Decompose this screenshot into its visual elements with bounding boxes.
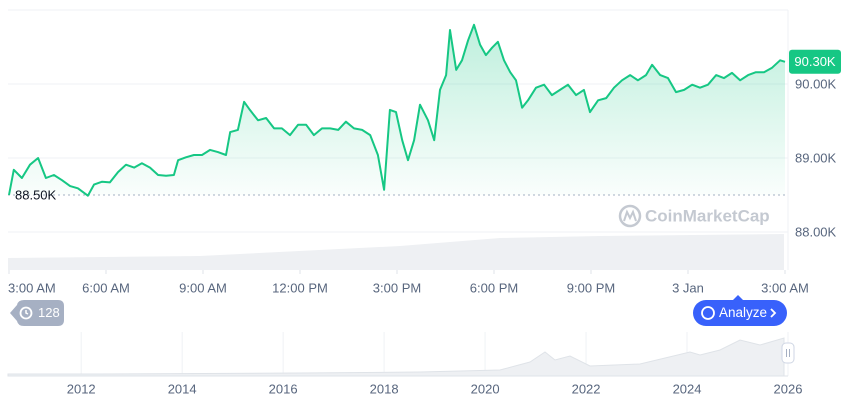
x-tick-label: 12:00 PM: [272, 280, 328, 295]
navigator-tick-label: 2018: [370, 381, 399, 396]
x-tick-label: 3:00 AM: [8, 280, 56, 295]
navigator-tick-label: 2014: [168, 381, 197, 396]
current-price-tag: [789, 49, 841, 74]
line-area: [9, 24, 785, 196]
volume-strip: [8, 234, 784, 270]
plot: [8, 23, 788, 197]
current-price-label: 90.30K: [794, 54, 836, 69]
y-tick-label: 89.00K: [795, 150, 837, 165]
watermark: CoinMarketCap: [618, 204, 770, 228]
y-tick-label: 90.00K: [795, 76, 837, 91]
x-tick-label: 6:00 AM: [82, 280, 130, 295]
y-tick-label: 88.00K: [795, 224, 837, 239]
price-line: [8, 23, 786, 197]
navigator-tick-label: 2020: [471, 381, 500, 396]
x-tick-label: 6:00 PM: [470, 280, 518, 295]
navigator-tick-label: 2016: [269, 381, 298, 396]
analyze-button[interactable]: Analyze: [693, 295, 787, 326]
baseline-label: 88.50K: [15, 187, 57, 202]
navigator-tick-label: 2012: [67, 381, 96, 396]
x-tick-label: 3 Jan: [672, 280, 704, 295]
watermark-text: CoinMarketCap: [645, 206, 770, 225]
badge-text: 128: [38, 305, 60, 320]
x-tick-label: 3:00 AM: [761, 280, 809, 295]
x-tick-label: 3:00 PM: [373, 280, 421, 295]
navigator-area: [7, 337, 785, 377]
navigator-tick-label: 2026: [774, 381, 803, 396]
history-badge[interactable]: 128: [10, 300, 64, 326]
x-tick-label: 9:00 PM: [567, 280, 615, 295]
button-text: Analyze: [719, 305, 767, 320]
x-tick-label: 9:00 AM: [179, 280, 227, 295]
navigator-tick-label: 2022: [572, 381, 601, 396]
navigator-tick-label: 2024: [673, 381, 702, 396]
navigator-handle[interactable]: [781, 342, 795, 364]
